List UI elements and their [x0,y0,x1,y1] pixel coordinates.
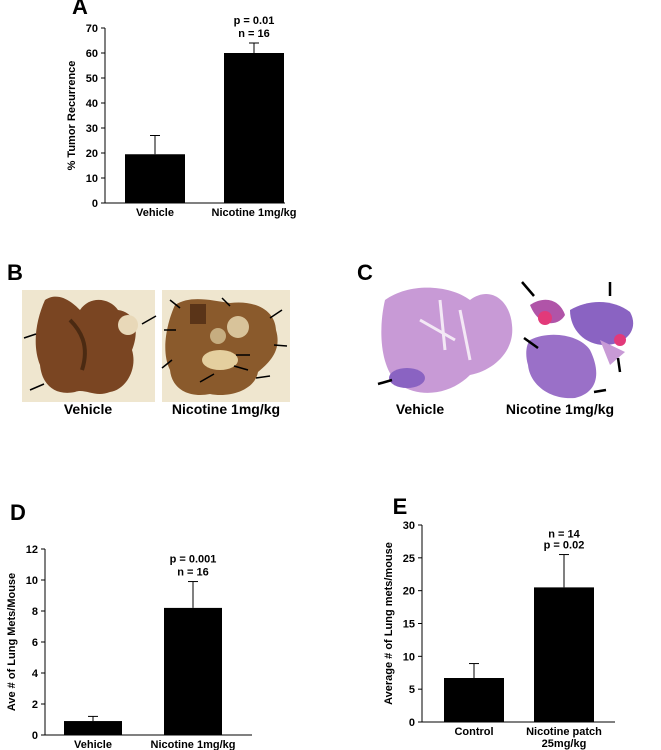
bar [64,721,122,735]
bar [164,607,222,735]
bar [444,678,504,722]
y-tick-label: 30 [86,123,98,135]
caption: Nicotine 1mg/kg [506,401,614,417]
y-tick-label: 25 [403,553,415,565]
y-tick-label: 4 [32,668,39,680]
x-tick-label-box: Nicotine patch 25mg/kg [526,726,602,750]
x-tick-label-box: Vehicle [74,739,112,750]
annotation: p = 0.001 [170,554,217,566]
panel-label: A [72,0,88,19]
caption: Vehicle [64,401,112,417]
photo-c [377,281,634,399]
y-tick-label: 20 [86,148,98,160]
x-tick-label: Vehicle [136,207,174,219]
bar [224,53,284,203]
x-tick-label-box: Vehicle [136,207,174,219]
panel-label: B [7,260,23,285]
annotation: p = 0.02 [544,540,585,552]
y-tick-label: 10 [26,575,38,587]
bar [125,154,185,203]
x-tick-label-box: Nicotine 1mg/kg [150,739,236,750]
caption: Vehicle [396,401,444,417]
annotation: n = 16 [177,567,209,579]
y-tick-label: 40 [86,98,98,110]
y-tick-label: 30 [403,520,415,532]
x-tick-label: Nicotine 1mg/kg [211,207,297,219]
x-tick-label: Nicotine patch 25mg/kg [526,726,602,750]
x-tick-label-box: Nicotine 1mg/kg [211,207,297,219]
x-tick-label: Vehicle [74,739,112,750]
x-tick-label: Nicotine 1mg/kg [150,739,236,750]
y-tick-label: 6 [32,637,38,649]
y-tick-label: 2 [32,699,38,711]
x-tick-label-box: Control [454,726,494,738]
y-tick-label: 70 [86,23,98,35]
caption: Nicotine 1mg/kg [172,401,280,417]
y-tick-label: 8 [32,606,38,618]
y-tick-label: 5 [409,684,415,696]
y-tick-label: 10 [86,173,98,185]
photo-b [22,290,290,402]
y-tick-label: 15 [403,619,415,631]
y-tick-label: 20 [403,586,415,598]
panel-label: D [10,500,26,525]
annotation: n = 16 [238,28,270,40]
y-axis-label: % Tumor Recurrence [66,61,78,171]
y-tick-label: 0 [92,198,98,210]
x-tick-label: Control [454,726,494,738]
y-tick-label: 50 [86,73,98,85]
y-axis-label: Ave # of Lung Mets/Mouse [6,573,18,711]
y-tick-label: 12 [26,544,38,556]
y-tick-label: 0 [409,717,415,729]
y-tick-label: 10 [403,651,415,663]
y-tick-label: 0 [32,730,38,742]
annotation: p = 0.01 [234,15,275,27]
y-axis-label: Average # of Lung mets/mouse [383,542,395,705]
panel-label: E [393,494,408,519]
y-tick-label: 60 [86,48,98,60]
panel-label: C [357,260,373,285]
bar [534,587,594,722]
annotation: n = 14 [548,529,580,541]
